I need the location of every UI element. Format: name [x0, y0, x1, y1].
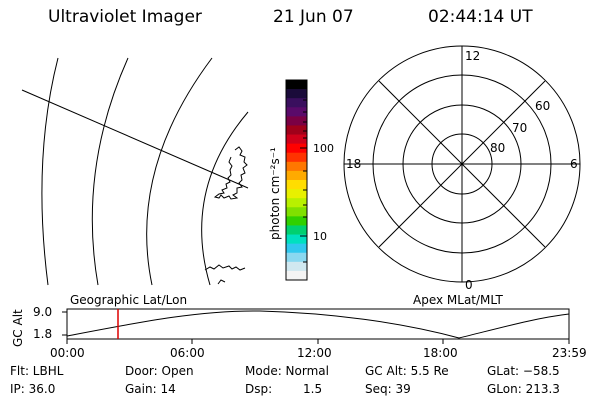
colorbar-gradient	[286, 80, 307, 281]
colorbar-stripe	[286, 180, 307, 190]
latitude-arc-4	[201, 111, 249, 286]
polar-diagonal-2	[378, 80, 546, 248]
colorbar-stripe	[286, 261, 307, 272]
colorbar-stripe	[286, 252, 307, 263]
status-filter: Flt: LBHL	[10, 364, 64, 378]
colorbar-stripe	[286, 152, 307, 163]
colorbar-stripe	[286, 134, 307, 145]
colorbar-stripe	[286, 216, 307, 226]
polar-hour-12: 12	[465, 49, 480, 63]
colorbar-tick-100: 100	[313, 142, 334, 155]
colorbar-frame	[285, 79, 308, 281]
y-tick-high: 9.0	[33, 305, 53, 319]
colorbar-stripe	[286, 107, 307, 117]
polar-lat-60: 60	[535, 99, 550, 113]
timeline-y-axis-label: GC Alt	[11, 309, 25, 347]
coastline-upper	[213, 146, 248, 200]
x-tick-0000: 00:00	[50, 346, 85, 360]
colorbar-ticks	[300, 99, 307, 263]
longitude-line	[21, 89, 249, 189]
status-gc-alt: GC Alt: 5.5 Re	[365, 364, 449, 378]
status-mode: Mode: Normal	[245, 364, 329, 378]
colorbar-stripe	[286, 116, 307, 126]
status-door: Door: Open	[125, 364, 194, 378]
timeline-panel	[62, 308, 570, 344]
latitude-arc-2	[91, 57, 129, 286]
time-label: 02:44:14 UT	[428, 7, 533, 27]
colorbar-stripe	[286, 98, 307, 108]
colorbar-stripe	[286, 189, 307, 199]
status-seq: Seq: 39	[365, 382, 411, 396]
status-glon: GLon: 213.3	[487, 382, 560, 396]
x-tick-1200: 12:00	[297, 346, 332, 360]
polar-lat-80: 80	[490, 141, 505, 155]
status-ip: IP: 36.0	[10, 382, 56, 396]
instrument-title: Ultraviolet Imager	[48, 7, 202, 27]
y-tick-low: 1.8	[33, 327, 53, 341]
colorbar-stripe	[286, 207, 307, 217]
polar-hour-6: 6	[570, 157, 578, 171]
x-tick-0600: 06:00	[170, 346, 205, 360]
geographic-map	[21, 57, 249, 286]
colorbar-stripe	[286, 125, 307, 136]
status-gain: Gain: 14	[125, 382, 176, 396]
polar-hour-18: 18	[346, 157, 361, 171]
status-dsp-value: 1.5	[303, 382, 323, 396]
polar-plot	[343, 45, 581, 283]
colorbar-unit-label: photon cm⁻²s⁻¹	[268, 147, 282, 240]
colorbar-stripe	[286, 243, 307, 254]
x-tick-1800: 18:00	[423, 346, 458, 360]
colorbar-stripe	[286, 234, 307, 245]
colorbar-stripe	[286, 270, 307, 281]
x-tick-2359: 23:59	[552, 346, 587, 360]
status-dsp-label: Dsp:	[245, 382, 273, 396]
altitude-curve	[66, 310, 570, 339]
coastline-lower	[204, 264, 246, 285]
date-label: 21 Jun 07	[273, 7, 354, 27]
apex-label: Apex MLat/MLT	[413, 293, 503, 307]
colorbar-stripe	[286, 225, 307, 236]
latitude-arc-3	[146, 57, 213, 286]
geographic-label: Geographic Lat/Lon	[70, 293, 188, 307]
colorbar-tick-10: 10	[313, 230, 327, 243]
status-glat: GLat: −58.5	[487, 364, 560, 378]
colorbar-stripe	[286, 143, 307, 154]
timeline-frame	[66, 308, 570, 340]
polar-hour-0: 0	[465, 278, 473, 292]
latitude-arc-1	[41, 57, 59, 286]
polar-lat-70: 70	[512, 121, 527, 135]
colorbar-stripe	[286, 161, 307, 172]
colorbar-stripe	[286, 170, 307, 181]
colorbar-stripe	[286, 198, 307, 208]
colorbar-stripe	[286, 80, 307, 90]
colorbar-stripe	[286, 89, 307, 99]
